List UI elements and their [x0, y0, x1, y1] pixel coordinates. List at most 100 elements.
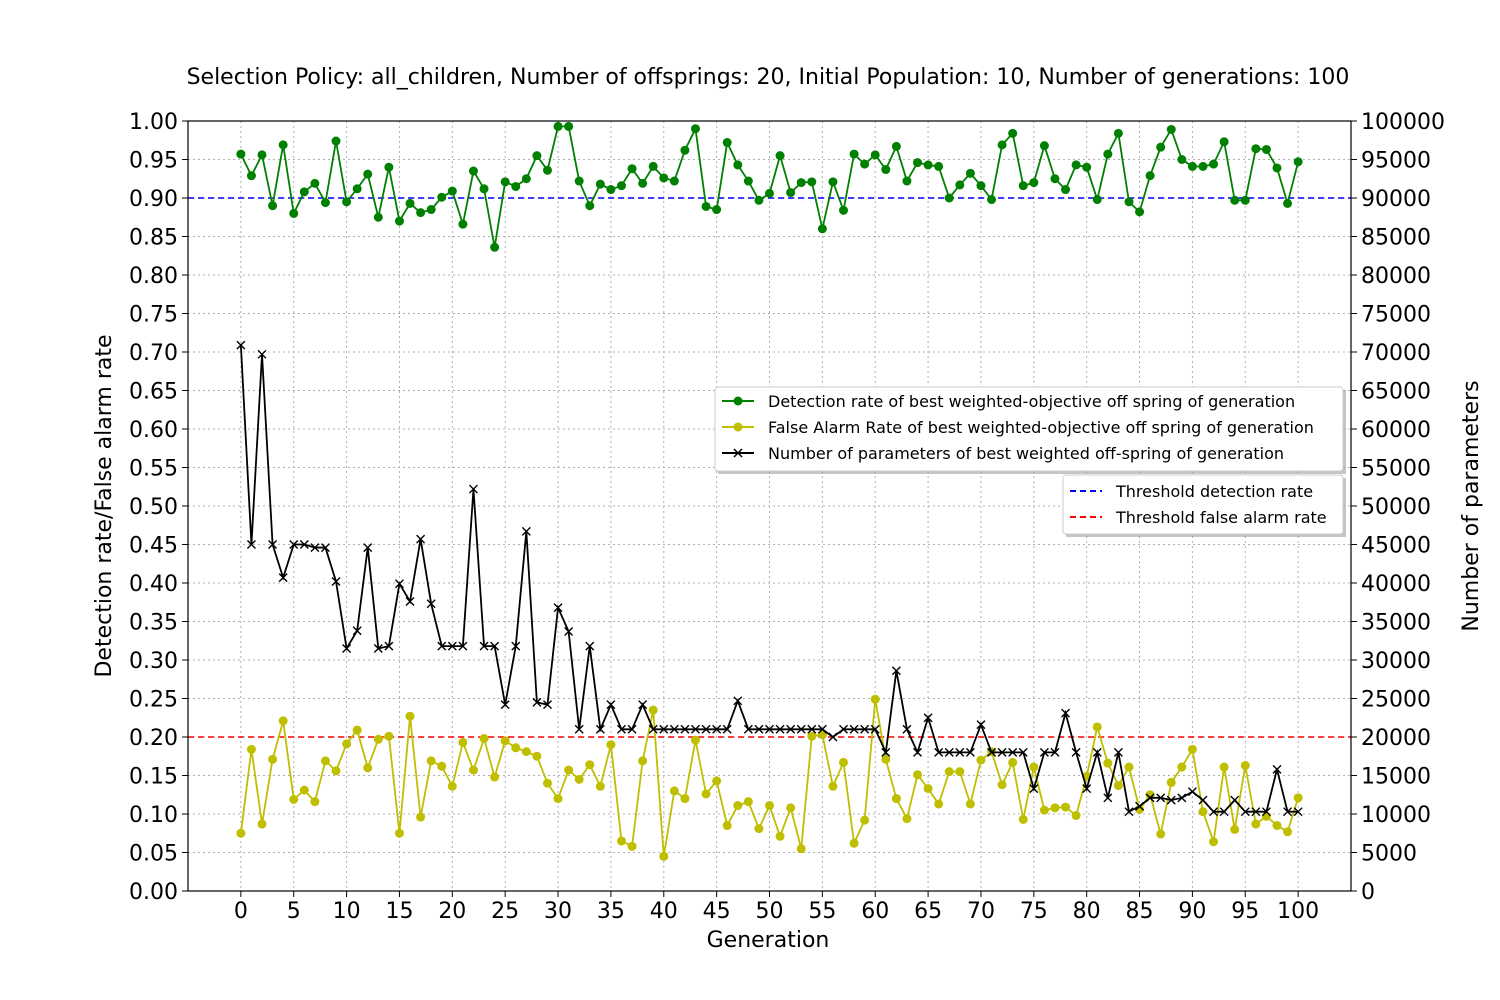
y-left-tick-label: 0.15: [129, 765, 178, 790]
x-tick-label: 100: [1277, 899, 1319, 924]
data-point: [363, 763, 373, 773]
data-point: [1272, 821, 1282, 831]
data-point: [765, 801, 774, 811]
y-left-tick-label: 0.50: [129, 495, 178, 520]
x-axis-label: Generation: [707, 928, 830, 953]
data-point: [331, 766, 341, 776]
data-point: [659, 173, 669, 183]
data-point: [1209, 159, 1219, 169]
data-point: [902, 176, 912, 186]
x-tick-label: 10: [333, 899, 361, 924]
data-point: [638, 178, 648, 188]
data-point: [881, 754, 891, 764]
data-point: [278, 140, 288, 150]
data-point: [1124, 762, 1134, 772]
y-right-tick-label: 30000: [1361, 649, 1431, 674]
data-point: [1113, 128, 1123, 138]
series-group: [236, 121, 1303, 861]
data-point: [1082, 162, 1092, 172]
data-point: [574, 724, 584, 734]
data-point: [394, 579, 404, 589]
data-point: [1198, 807, 1208, 817]
y-left-tick-label: 0.70: [129, 341, 178, 366]
data-point: [236, 149, 246, 159]
data-point: [1156, 142, 1166, 152]
data-point: [1251, 819, 1261, 829]
data-point: [458, 737, 468, 747]
data-point: [765, 724, 774, 734]
data-point: [595, 781, 605, 791]
data-point: [458, 219, 468, 229]
data-point: [595, 179, 605, 189]
x-tick-label: 90: [1178, 899, 1206, 924]
data-point: [754, 824, 764, 834]
data-point: [891, 666, 901, 676]
data-point: [1050, 747, 1060, 757]
x-tick-label: 5: [287, 899, 301, 924]
data-point: [1061, 185, 1071, 195]
data-point: [1156, 793, 1166, 803]
data-point: [352, 626, 362, 636]
data-point: [1050, 803, 1060, 813]
data-point: [1240, 195, 1250, 205]
data-point: [754, 724, 764, 734]
data-point: [289, 208, 299, 218]
y-left-tick-label: 0.20: [129, 726, 178, 751]
data-point: [246, 540, 256, 549]
data-point: [1187, 744, 1197, 754]
data-point: [468, 484, 478, 494]
data-point: [532, 751, 542, 761]
data-point: [426, 205, 436, 215]
data-point: [902, 814, 912, 824]
data-point: [1166, 795, 1176, 805]
data-point: [363, 169, 373, 179]
data-point: [289, 540, 299, 549]
data-point: [1177, 155, 1187, 164]
y-left-tick-label: 0.55: [129, 457, 178, 482]
data-point: [1283, 198, 1293, 208]
legend-item-detection: Detection rate of best weighted-objectiv…: [722, 392, 1295, 411]
data-point: [1261, 144, 1271, 154]
data-point: [511, 641, 521, 651]
legend-item-false-alarm: False Alarm Rate of best weighted-object…: [722, 418, 1314, 437]
data-point: [817, 724, 827, 734]
data-point: [532, 697, 542, 707]
data-point: [426, 756, 436, 766]
data-point: [606, 185, 616, 195]
data-point: [373, 212, 383, 222]
data-point: [1293, 807, 1303, 817]
legend-box: [1062, 474, 1344, 535]
data-point: [1272, 764, 1282, 774]
y-right-tick-label: 60000: [1361, 418, 1431, 443]
data-point: [616, 181, 626, 191]
data-point: [965, 747, 975, 757]
legend-series: Detection rate of best weighted-objectiv…: [714, 386, 1346, 474]
data-point: [1230, 195, 1240, 205]
data-point: [479, 641, 489, 651]
data-point: [1029, 784, 1039, 794]
x-tick-label: 20: [438, 899, 466, 924]
legend-box: [714, 386, 1344, 472]
data-point: [627, 724, 637, 734]
data-point: [648, 724, 658, 734]
data-point: [1018, 747, 1028, 757]
y-left-tick-label: 0.10: [129, 803, 178, 828]
y-right-tick-label: 100000: [1361, 110, 1445, 135]
data-point: [257, 819, 267, 829]
data-point: [521, 174, 531, 184]
data-point: [468, 166, 478, 176]
data-point: [500, 736, 510, 746]
data-point: [1240, 807, 1250, 817]
data-point: [1219, 762, 1229, 772]
data-point: [585, 760, 595, 770]
data-point: [690, 735, 700, 745]
data-point: [1092, 195, 1102, 205]
data-point: [669, 176, 679, 186]
data-point: [1283, 807, 1293, 817]
y-right-tick-label: 85000: [1361, 226, 1431, 251]
data-point: [447, 186, 457, 196]
data-point: [468, 765, 478, 775]
data-point: [1272, 163, 1282, 173]
data-point: [923, 713, 933, 723]
data-point: [648, 705, 658, 715]
